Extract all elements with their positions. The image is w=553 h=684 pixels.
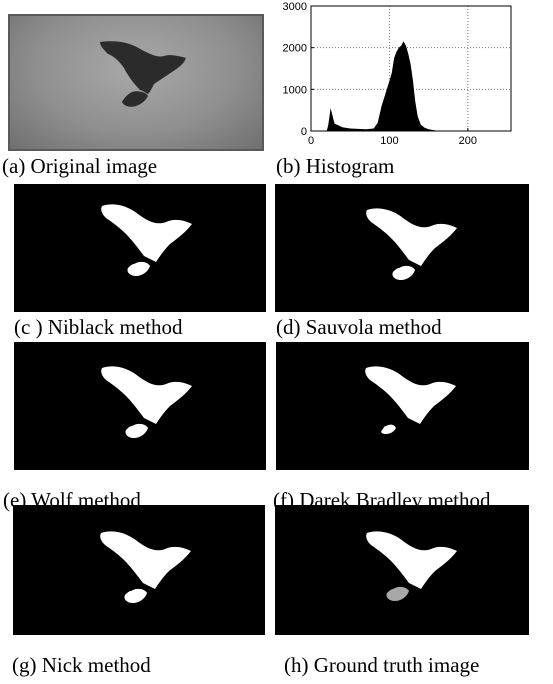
- caption-d: (d) Sauvola method: [276, 315, 442, 339]
- nick-result-image: [13, 505, 265, 635]
- caption-b: (b) Histogram: [276, 154, 395, 178]
- bird-mask-ground-truth: [366, 531, 457, 601]
- sauvola-result-image: [275, 184, 529, 312]
- bird-mask-sauvola: [366, 208, 457, 280]
- y-tick-label: 3000: [283, 1, 307, 13]
- y-tick-label: 1000: [283, 84, 307, 96]
- bird-mask-wolf: [101, 366, 192, 438]
- original-image: [8, 14, 264, 151]
- bird-mask-niblack: [101, 204, 192, 276]
- caption-a: (a) Original image: [2, 154, 158, 178]
- wolf-result-image: [14, 342, 266, 470]
- plot-frame: [310, 5, 512, 132]
- y-tick-label: 0: [301, 126, 307, 138]
- x-tick-label: 0: [308, 135, 314, 147]
- x-tick-label: 100: [380, 135, 398, 147]
- x-tick-label: 200: [459, 135, 477, 147]
- caption-h: (h) Ground truth image: [284, 653, 480, 677]
- histogram-series-area: [311, 41, 511, 131]
- bird-mask-nick: [100, 531, 191, 603]
- ground-truth-image: [275, 505, 529, 635]
- histogram-chart: 0 1000 2000 3000 0 100 200: [283, 1, 512, 147]
- bird-silhouette-original: [100, 41, 186, 107]
- caption-g: (g) Nick method: [12, 653, 151, 677]
- y-tick-label: 2000: [283, 43, 307, 55]
- caption-c: (c ) Niblack method: [14, 315, 183, 339]
- niblack-result-image: [14, 184, 266, 312]
- bird-mask-bradley: [365, 366, 456, 434]
- bradley-result-image: [276, 342, 529, 470]
